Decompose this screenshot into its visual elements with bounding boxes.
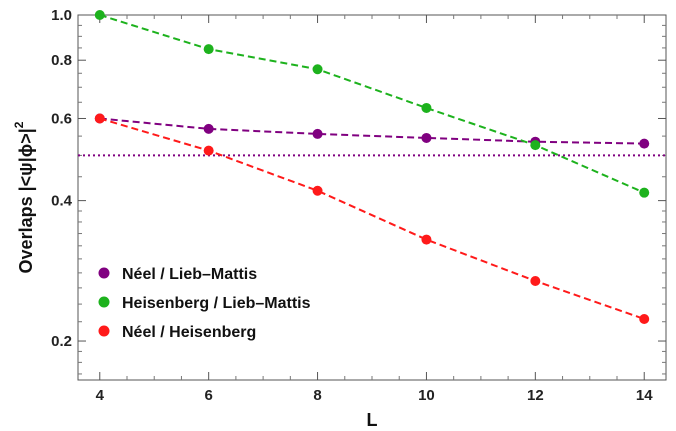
data-point <box>530 140 541 151</box>
y-tick-label: 0.8 <box>51 52 72 69</box>
x-tick-label: 4 <box>96 387 105 404</box>
legend-marker <box>98 267 110 279</box>
data-point <box>94 113 105 124</box>
data-point <box>203 145 214 156</box>
y-tick-label: 1.0 <box>51 7 72 24</box>
axes: 0.2 0.4 0.6 0.8 1.0 4 6 8 10 12 14 L Overlaps |<ψ|ϕ>… <box>12 7 667 430</box>
data-point <box>421 102 432 113</box>
data-point <box>639 313 650 324</box>
data-point <box>203 44 214 55</box>
data-point <box>639 138 650 149</box>
y-tick-label: 0.6 <box>51 110 72 127</box>
x-tick-label: 8 <box>313 387 321 404</box>
plot-area <box>78 10 666 324</box>
data-point <box>94 10 105 20</box>
data-point <box>530 275 541 286</box>
legend-label: Néel / Heisenberg <box>122 324 256 341</box>
legend-label: Néel / Lieb–Mattis <box>122 266 257 283</box>
x-tick-label: 14 <box>636 387 653 404</box>
legend-marker <box>98 325 110 337</box>
data-point <box>639 187 650 198</box>
y-axis-title: Overlaps |<ψ|ϕ>|2 <box>12 121 36 273</box>
x-axis-title: L <box>367 410 378 430</box>
legend: Néel / Lieb–Mattis Heisenberg / Lieb–Matt… <box>98 266 311 341</box>
legend-label: Heisenberg / Lieb–Mattis <box>122 295 311 312</box>
series-line-0 <box>99 117 645 145</box>
x-tick-label: 10 <box>418 387 435 404</box>
data-point <box>312 128 323 139</box>
data-point <box>421 234 432 245</box>
y-tick-label: 0.4 <box>51 193 73 210</box>
series-line-2 <box>99 117 645 320</box>
data-point <box>203 123 214 134</box>
x-tick-label: 12 <box>527 387 544 404</box>
series-line-1 <box>99 14 645 194</box>
data-point <box>312 185 323 196</box>
x-tick-label: 6 <box>204 387 212 404</box>
legend-marker <box>98 296 110 308</box>
data-point <box>421 132 432 143</box>
y-tick-label: 0.2 <box>51 333 72 350</box>
data-point <box>312 64 323 75</box>
